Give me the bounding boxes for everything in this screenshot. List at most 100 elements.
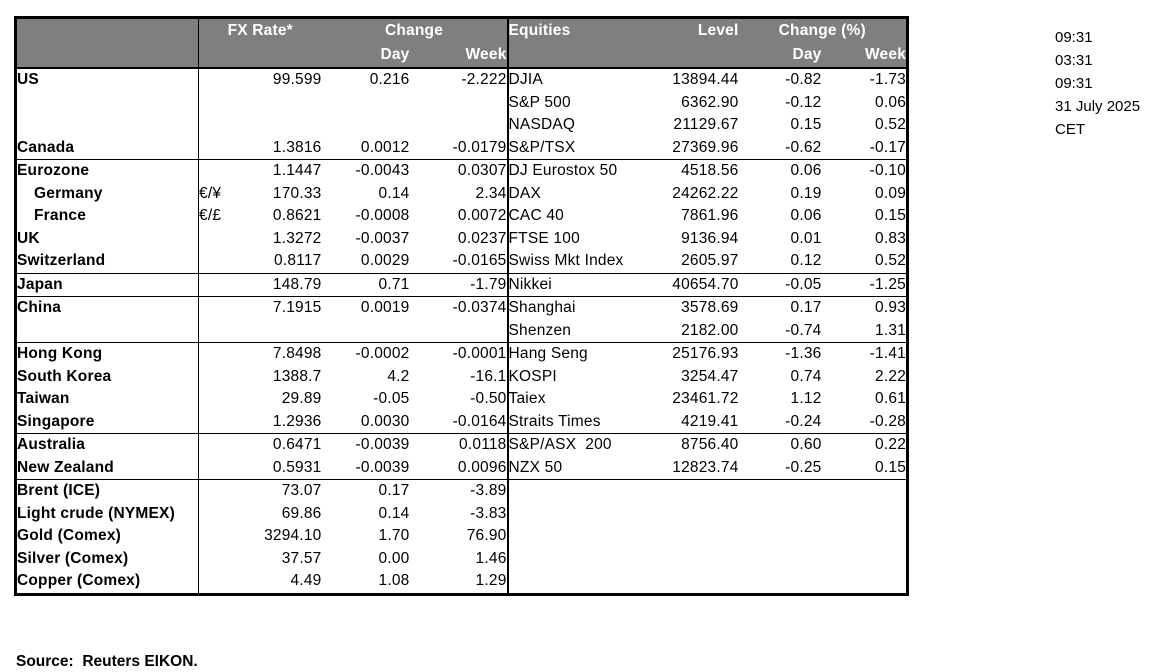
fx-week-cell: -16.1 [470,367,507,385]
equity-level-cell: 6362.90 [681,93,739,111]
fx-rate-cell: 0.8117 [274,252,322,270]
blank-cell [198,43,322,69]
fx-day-cell: -0.05 [373,390,410,408]
fx-day-cell: 0.0030 [360,412,410,430]
equity-level-cell: 21129.67 [673,116,739,134]
equity-level-cell: 3578.69 [653,296,739,320]
level-header: Level [653,17,739,43]
timezone: CET [1055,121,1085,138]
equity-day-cell: 0.17 [738,296,822,320]
equity-name-cell: S&P/ASX 200 [506,433,654,457]
equity-day-cell: 0.60 [738,433,822,457]
equity-level-cell: 12823.74 [672,458,739,476]
equity-week-cell: -1.73 [869,71,907,89]
equity-week-cell [822,548,908,571]
fx-week-cell: -2.222 [461,71,507,89]
fx-rate-cell: 1388.7 [272,367,322,385]
date: 31 July 2025 [1055,98,1141,115]
fx-rate-cell: 69.86 [281,504,322,522]
country-cell: China [15,296,199,320]
equity-name-cell: S&P 500 [506,91,654,114]
table-row: Canada 1.3816 0.0012 -0.0179 S&P/TSX 27369.96… [16,136,908,160]
fx-rate-cell: 148.79 [234,272,322,297]
equity-week-cell [822,525,908,548]
equity-week-cell: -1.25 [821,272,908,297]
equity-level-cell: 3254.47 [681,367,739,385]
time-2: 03:31 [1055,52,1093,69]
fx-week-cell: 0.0237 [457,229,507,247]
equity-level-cell: 7861.96 [681,207,739,225]
fx-day-cell: -0.0002 [321,342,410,366]
equity-day-cell: 0.06 [738,159,822,183]
fx-rate-cell: 1.1447 [234,159,322,183]
equity-level-cell: 13894.44 [672,71,739,89]
equity-name-cell [506,479,654,503]
equity-day-cell [738,479,822,503]
country-cell: South Korea [17,367,112,385]
table-row: Gold (Comex) 3294.10 1.70 76.90 [16,525,908,548]
equity-day-cell: -0.82 [785,71,822,89]
fx-day-cell [322,114,410,137]
fx-rate-cell: 1.2936 [272,412,322,430]
equity-day-cell: 0.06 [790,207,822,225]
fx-day-cell: 0.14 [378,184,410,202]
fx-day-cell: -0.0039 [355,458,410,476]
blank-cell [15,43,199,69]
fx-rate-cell: 3294.10 [264,527,322,545]
fx-day-cell: 1.08 [378,572,410,590]
fx-week-cell [410,320,508,343]
equity-name-cell: Nikkei [506,272,654,297]
country-cell: Taiwan [17,390,70,408]
equity-week-cell: 0.83 [875,229,907,247]
equity-day-header: Day [738,43,822,69]
fx-symbol-cell [198,114,235,137]
fx-day-cell [322,320,410,343]
fx-week-cell: -3.89 [409,479,508,503]
fx-week-cell: -0.0165 [452,252,507,270]
table-row: Light crude (NYMEX) 69.86 0.14 -3.83 [16,502,908,526]
equity-change-pct-header: Change (%) [738,17,908,43]
fx-symbol-cell [198,502,235,525]
country-cell: Canada [17,138,75,156]
table-row: Shenzen 2182.00 -0.74 1.31 [16,319,908,343]
equity-level-cell: 27369.96 [672,138,739,156]
country-cell: Gold (Comex) [17,527,122,545]
table-row: Copper (Comex) 4.49 1.08 1.29 [16,570,908,594]
table-row: US 99.599 0.216 -2.222 DJIA 13894.44 -0.82 -1.7… [16,68,908,92]
table-row: Hong Kong 7.8498 -0.0002 -0.0001 Hang Seng 25… [15,342,908,366]
equity-name-cell: Shanghai [506,296,654,320]
equity-week-cell: -0.28 [869,412,907,430]
fx-week-cell [410,114,508,137]
fx-symbol-cell [198,456,235,480]
fx-day-cell: 0.216 [369,71,410,89]
equity-level-cell: 2182.00 [681,321,739,339]
fx-day-cell: 0.17 [321,479,410,503]
fx-week-cell: -0.0001 [409,342,508,366]
header-row-1: FX Rate* Change Equities Level Change (%… [15,17,908,43]
fx-week-cell: -0.0179 [452,138,507,156]
equity-day-cell [739,503,822,526]
country-cell: France [34,207,87,225]
fx-symbol-cell [198,319,235,343]
fx-rate-header: FX Rate* [198,17,322,43]
fx-symbol-cell [198,525,235,548]
equity-name-cell: DJ Eurostox 50 [506,159,654,183]
fx-rate-cell: 170.33 [272,184,322,202]
table-row: Brent (ICE) 73.07 0.17 -3.89 [15,479,908,503]
equity-week-cell: 0.52 [875,116,907,134]
equity-week-cell: 0.61 [875,390,907,408]
equity-week-cell: 0.93 [821,296,908,320]
country-cell: Silver (Comex) [17,549,129,567]
equity-name-cell: Swiss Mkt Index [506,250,654,273]
fx-symbol-cell [198,272,235,297]
equity-day-cell: -0.12 [785,93,822,111]
equity-day-cell: -0.62 [785,138,822,156]
equity-week-cell: -0.10 [821,159,908,183]
fx-equities-table: FX Rate* Change Equities Level Change (%… [14,16,910,596]
country-cell: US [17,71,39,89]
source-note: Source: Reuters EIKON. [16,653,198,670]
country-cell: Germany [34,184,103,202]
equity-name-cell: NASDAQ [506,114,654,137]
table-row: S&P 500 6362.90 -0.12 0.06 [16,91,908,114]
equities-header: Equities [506,17,654,43]
